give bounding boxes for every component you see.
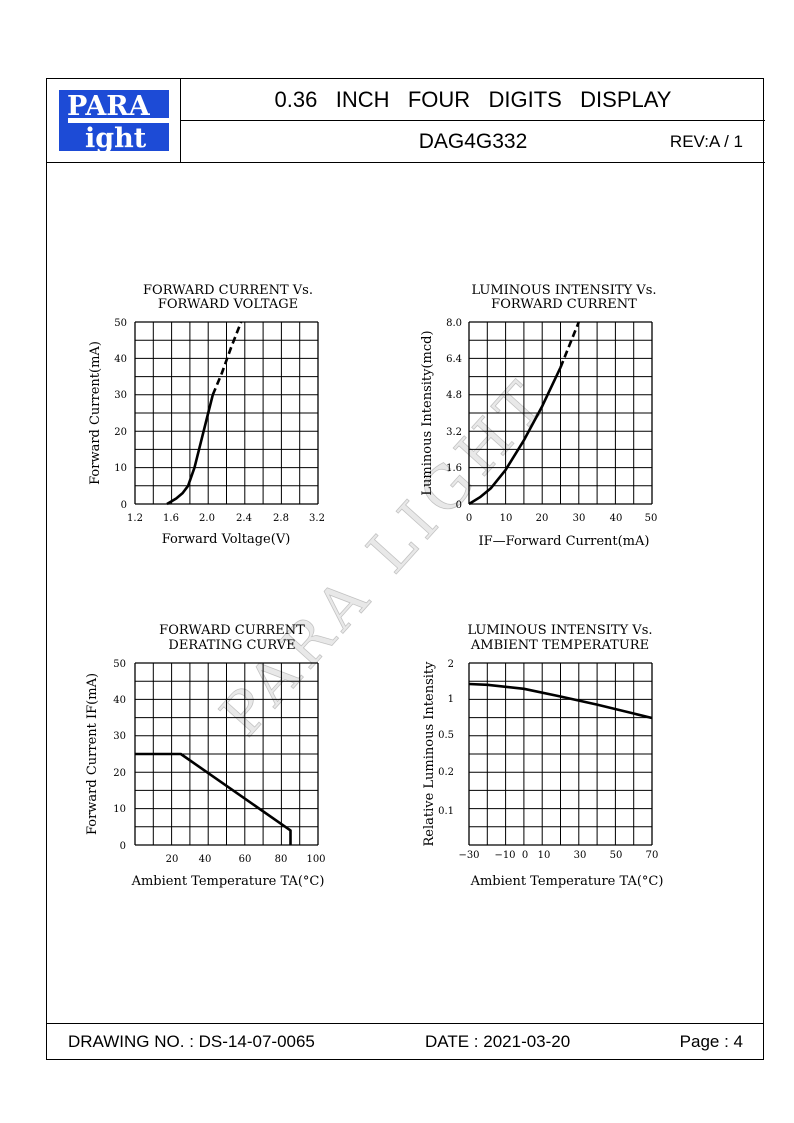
x-tick-label: 80 [275,854,288,865]
y-axis-label: Forward Current IF(mA) [85,673,100,835]
para-light-logo: PARA ight L [59,90,169,154]
x-tick-label: 10 [500,513,513,524]
y-tick-label: 20 [113,768,126,779]
y-tick-label: 8.0 [446,318,462,329]
y-tick-label: 0 [121,500,127,511]
y-tick-label: 0 [120,841,126,852]
x-tick-label: 2.4 [236,513,252,524]
x-tick-label: 40 [199,854,212,865]
logo-cell: PARA ight L [47,79,181,163]
series-line-dashed [211,321,243,396]
y-tick-label: 50 [114,318,127,329]
series-line [135,752,292,845]
x-axis-label: IF—Forward Current(mA) [479,534,650,549]
logo-bottom-text: ight [85,123,147,154]
subheader-row: DAG4G332 REV:A / 1 [181,121,765,163]
logo-top-text: PARA [67,91,151,122]
y-tick-label: 2 [448,659,454,670]
y-tick-label: 40 [113,695,126,706]
series-line-dashed [559,321,581,368]
chart-title: FORWARD VOLTAGE [158,297,298,312]
x-tick-label: 70 [646,850,659,861]
y-tick-label: 20 [114,427,127,438]
chart-title: DERATING CURVE [168,638,295,653]
x-tick-label: 2.8 [273,513,289,524]
footer: DRAWING NO. : DS-14-07-0065 DATE : 2021-… [47,1023,763,1059]
chart-title: LUMINOUS INTENSITY Vs. [471,283,656,298]
x-axis-label: Forward Voltage(V) [162,532,291,547]
y-tick-label: 0.1 [438,806,454,817]
y-tick-label: 10 [113,804,126,815]
page-number: Page : 4 [679,1032,743,1051]
x-tick-label: 30 [574,850,587,861]
chart-title: FORWARD CURRENT [491,297,637,312]
y-tick-label: 6.4 [446,354,462,365]
x-tick-label: 0 [466,513,472,524]
chart-title: FORWARD CURRENT Vs. [143,283,313,298]
chart-title: FORWARD CURRENT [159,623,305,638]
y-tick-label: 3.2 [446,427,462,438]
page-frame: PARA ight L 0.36 INCH FOUR DIGITS DISPLA… [46,78,765,1060]
y-tick-label: 50 [113,659,126,670]
y-tick-label: 0.5 [438,730,454,741]
y-tick-label: 1.6 [446,463,462,474]
x-tick-label: 60 [239,854,252,865]
x-tick-label: 100 [306,854,325,865]
y-tick-label: 30 [114,390,127,401]
x-tick-label: 10 [538,850,551,861]
y-tick-label: 0.2 [438,767,454,778]
x-tick-label: 20 [166,854,179,865]
x-tick-label: 3.2 [309,513,325,524]
x-tick-label: 50 [610,850,623,861]
x-axis-label: Ambient Temperature TA(°C) [470,874,664,889]
series-line [468,682,653,720]
x-tick-label: 2.0 [199,513,215,524]
series-line [468,366,562,506]
x-tick-label: 20 [536,513,549,524]
y-axis-label: Forward Current(mA) [88,341,103,485]
chart-title: LUMINOUS INTENSITY Vs. [467,623,652,638]
x-tick-label: 40 [610,513,623,524]
y-axis-label: Relative Luminous Intensity [422,661,437,847]
x-tick-label: −30 [458,850,479,861]
x-tick-label: 30 [573,513,586,524]
footer-date: DATE : 2021-03-20 [425,1032,571,1051]
y-tick-label: 10 [114,463,127,474]
part-number: DAG4G332 [418,130,528,153]
x-tick-label: −10 [494,850,515,861]
y-axis-label: Luminous Intensity(mcd) [420,330,435,495]
x-tick-label: 50 [645,513,658,524]
x-tick-label: 1.6 [163,513,179,524]
drawing-number: DRAWING NO. : DS-14-07-0065 [68,1032,315,1051]
y-tick-label: 1 [448,694,454,705]
document-title: 0.36 INCH FOUR DIGITS DISPLAY [181,79,765,121]
x-tick-label: 0 [522,850,528,861]
y-tick-label: 4.8 [446,390,462,401]
chart-title: AMBIENT TEMPERATURE [470,638,649,653]
y-tick-label: 30 [113,731,126,742]
y-tick-label: 40 [114,354,127,365]
x-tick-label: 1.2 [127,513,143,524]
revision: REV:A / 1 [669,132,743,151]
watermark: PARA LIGHT [207,364,563,749]
y-tick-label: 0 [456,500,462,511]
series-line [166,394,215,506]
x-axis-label: Ambient Temperature TA(°C) [131,874,325,889]
